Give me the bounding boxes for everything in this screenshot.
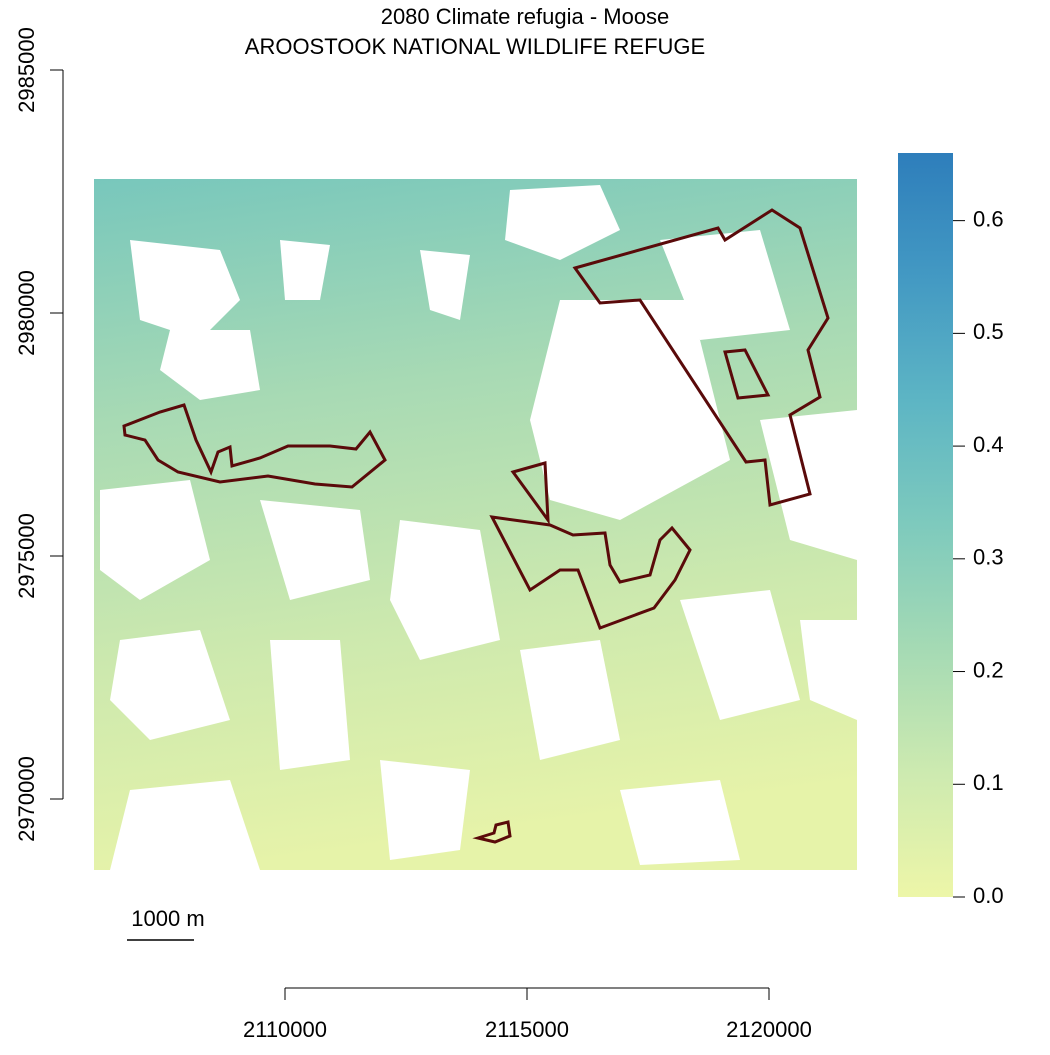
y-tick-label: 2970000 [14, 756, 39, 842]
colorbar [898, 153, 953, 897]
x-tick-label: 2120000 [726, 1017, 812, 1042]
colorbar-tick-label: 0.1 [973, 770, 1004, 795]
colorbar-tick-label: 0.3 [973, 545, 1004, 570]
scale-bar: 1000 m [127, 906, 205, 941]
no-data-areas [100, 185, 857, 870]
map-subtitle: AROOSTOOK NATIONAL WILDLIFE REFUGE [245, 34, 705, 59]
colorbar-tick-label: 0.2 [973, 657, 1004, 682]
y-tick-label: 2985000 [14, 27, 39, 113]
x-tick-label: 2115000 [485, 1017, 569, 1042]
y-tick-label: 2980000 [14, 270, 39, 356]
colorbar-tick-label: 0.5 [973, 319, 1004, 344]
colorbar-tick-label: 0.6 [973, 206, 1004, 231]
raster [94, 179, 857, 870]
scale-bar-label: 1000 m [131, 906, 204, 931]
refuge-boundaries [122, 208, 830, 844]
colorbar-tick-label: 0.0 [973, 883, 1004, 908]
y-tick-label: 2975000 [14, 513, 39, 599]
x-tick-label: 2110000 [243, 1017, 327, 1042]
map-title: 2080 Climate refugia - Moose [381, 4, 670, 29]
colorbar-tick-label: 0.4 [973, 432, 1004, 457]
